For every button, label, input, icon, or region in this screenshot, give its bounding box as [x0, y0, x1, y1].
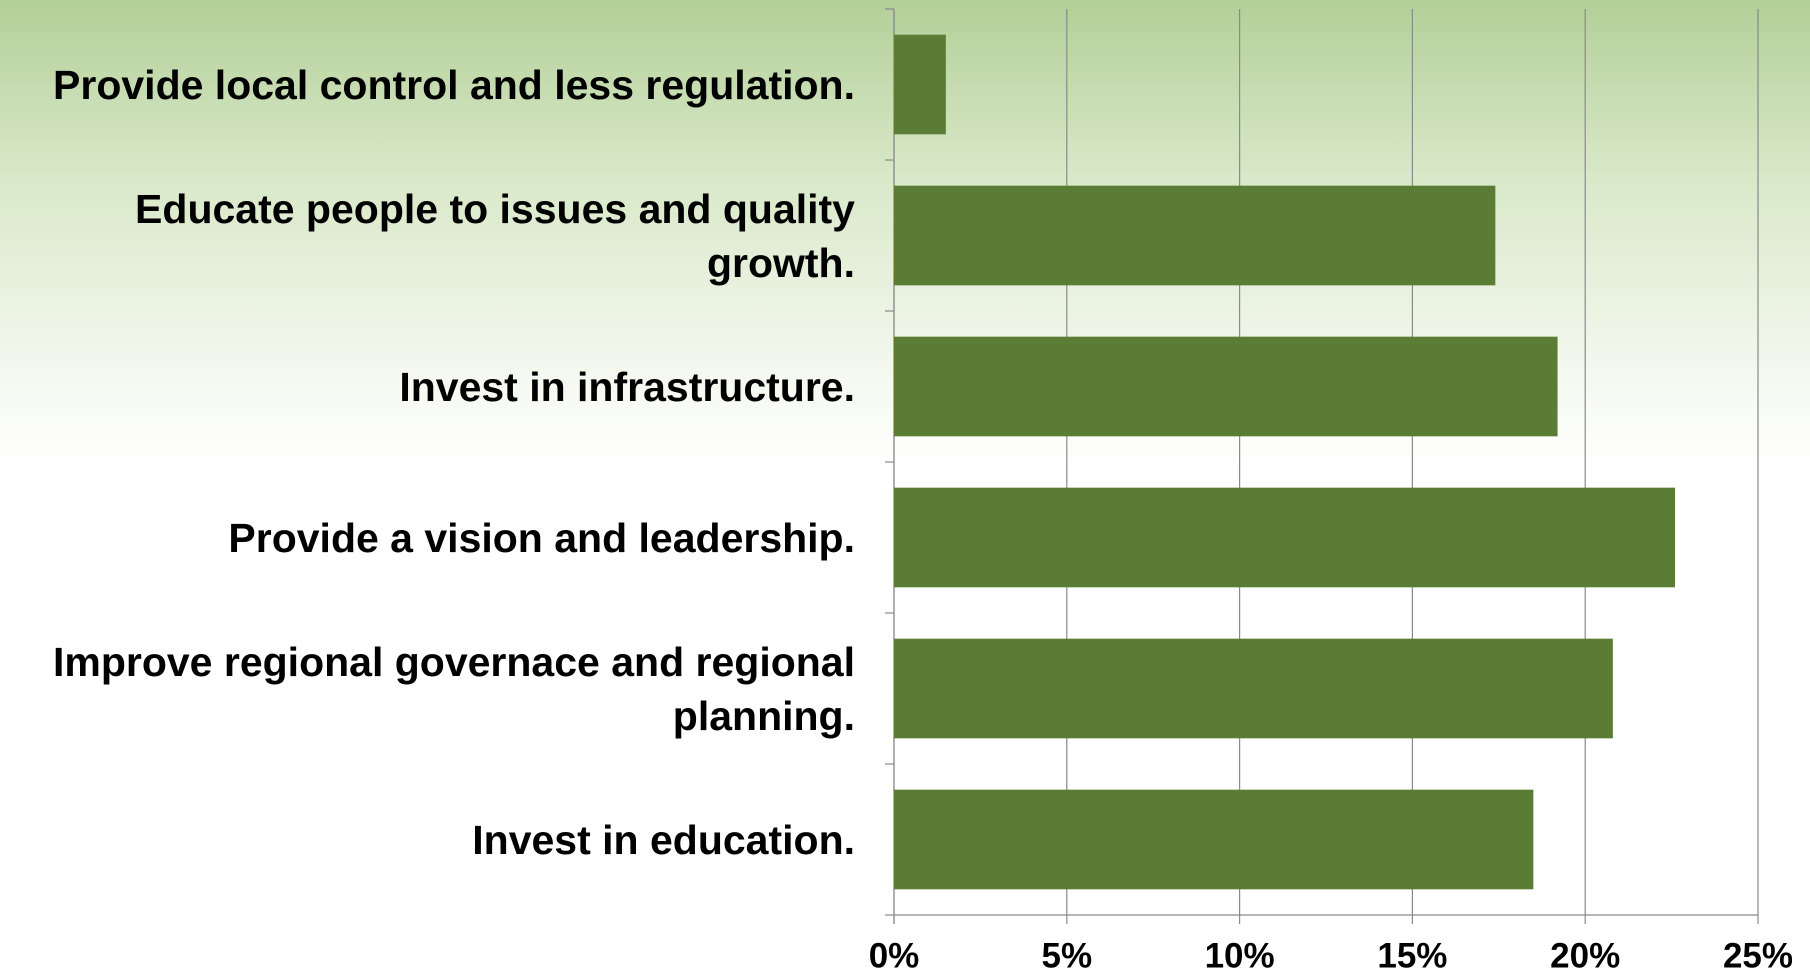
y-tick-label: Invest in education.	[472, 816, 855, 863]
bar	[894, 487, 1676, 588]
bar	[894, 789, 1534, 890]
bar	[894, 34, 946, 135]
x-tick-label: 5%	[1042, 936, 1093, 975]
y-tick-label: Improve regional governace and regional …	[52, 638, 855, 739]
y-tick-label: Provide a vision and leadership.	[228, 514, 855, 561]
y-tick-label: Invest in infrastructure.	[399, 363, 855, 410]
x-tick-label: 10%	[1205, 936, 1275, 975]
x-tick-label: 0%	[869, 936, 920, 975]
bar	[894, 185, 1496, 286]
y-tick-label: Educate people to issues and quality gro…	[135, 185, 855, 286]
bar	[894, 638, 1613, 739]
bar	[894, 336, 1558, 437]
y-tick-label: Provide local control and less regulatio…	[53, 61, 855, 108]
x-tick-label: 25%	[1723, 936, 1793, 975]
x-tick-label: 15%	[1377, 936, 1447, 975]
x-tick-label: 20%	[1550, 936, 1620, 975]
